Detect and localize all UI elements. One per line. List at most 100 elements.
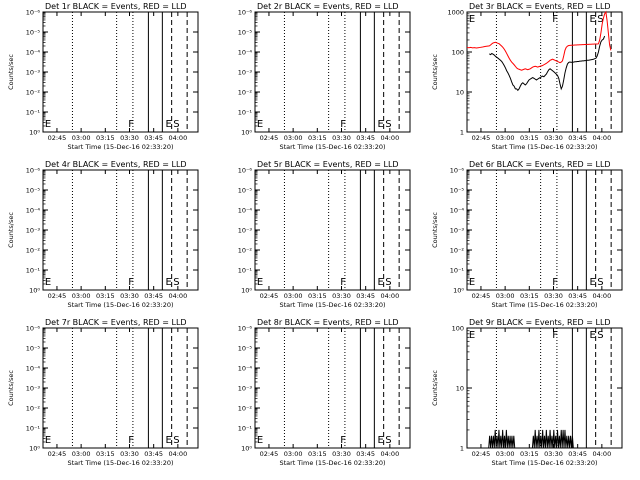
event-marker-label: F: [552, 330, 558, 341]
y-tick-label: 10⁻⁵: [26, 187, 41, 195]
x-tick-label: 03:45: [356, 292, 375, 300]
y-tick-label: 10⁻²: [238, 89, 253, 97]
event-marker-label: F: [128, 277, 134, 288]
plot-frame: [466, 11, 623, 133]
y-tick-label: 10⁻⁶: [238, 325, 253, 333]
y-tick-label: 10⁰: [241, 287, 252, 295]
x-tick-label: 03:15: [96, 292, 115, 300]
chart-panel-2: Det 2r BLACK = Events, RED = LLD Start Ti…: [238, 2, 411, 151]
y-tick-label: 10⁻³: [26, 227, 41, 235]
event-marker-label: F: [128, 435, 134, 446]
plot-frame: [42, 11, 199, 133]
y-tick-label: 10⁻⁶: [450, 167, 465, 175]
y-tick-label: 10⁻²: [26, 89, 41, 97]
event-marker-label: E: [257, 277, 263, 288]
x-tick-label: 03:00: [72, 450, 91, 458]
event-marker-label: E: [377, 119, 383, 130]
y-tick-label: 10⁻³: [238, 385, 253, 393]
x-tick-label: 03:15: [520, 134, 539, 142]
event-marker-label: E: [45, 435, 51, 446]
x-tick-label: 03:15: [308, 134, 327, 142]
x-tick-label: 03:45: [144, 134, 163, 142]
y-tick-label: 10⁻²: [26, 405, 41, 413]
x-tick-label: 03:30: [332, 134, 351, 142]
x-tick-label: 03:30: [332, 292, 351, 300]
x-axis-label: Start Time (15-Dec-16 02:33:20): [279, 143, 385, 151]
chart-panel-7: Det 7r BLACK = Events, RED = LLD Counts/s…: [7, 318, 199, 467]
y-tick-label: 10⁰: [241, 129, 252, 137]
plot-frame: [254, 327, 411, 449]
x-tick-label: 03:15: [520, 292, 539, 300]
y-tick-label: 10⁰: [29, 287, 40, 295]
y-tick-label: 10⁰: [29, 129, 40, 137]
y-tick-label: 10⁻⁵: [26, 29, 41, 37]
y-tick-label: 10⁻⁵: [26, 345, 41, 353]
x-tick-label: 03:30: [120, 292, 139, 300]
x-tick-label: 04:00: [168, 292, 187, 300]
x-tick-label: 04:00: [168, 450, 187, 458]
chart-title: Det 2r BLACK = Events, RED = LLD: [257, 2, 399, 11]
y-tick-label: 10⁻¹: [238, 425, 253, 433]
x-tick-label: 04:00: [380, 450, 399, 458]
event-marker-label: F: [340, 119, 346, 130]
y-tick-label: 10⁻⁴: [238, 49, 253, 57]
chart-panel-9: Det 9r BLACK = Events, RED = LLD Counts/s…: [431, 318, 623, 467]
x-tick-label: 03:00: [72, 134, 91, 142]
x-tick-label: 03:30: [544, 292, 563, 300]
event-marker-label: E: [45, 277, 51, 288]
y-tick-label: 10⁻¹: [26, 109, 41, 117]
x-axis-label: Start Time (15-Dec-16 02:33:20): [67, 143, 173, 151]
x-tick-label: 03:45: [144, 292, 163, 300]
x-tick-label: 03:45: [568, 134, 587, 142]
plot-frame: [254, 11, 411, 133]
y-tick-label: 10⁰: [29, 445, 40, 453]
y-tick-label: 10⁻²: [238, 247, 253, 255]
y-tick-label: 100: [452, 49, 464, 57]
x-tick-label: 03:15: [520, 450, 539, 458]
x-tick-label: 03:00: [72, 292, 91, 300]
x-tick-label: 03:30: [332, 450, 351, 458]
event-marker-label: F: [128, 119, 134, 130]
y-tick-label: 10⁻²: [26, 247, 41, 255]
event-marker-label: S: [173, 119, 179, 130]
x-axis-label: Start Time (15-Dec-16 02:33:20): [491, 459, 597, 467]
x-tick-label: 02:45: [260, 292, 279, 300]
x-axis-label: Start Time (15-Dec-16 02:33:20): [279, 459, 385, 467]
x-tick-label: 03:15: [308, 292, 327, 300]
plot-frame: [466, 327, 623, 449]
x-tick-label: 02:45: [48, 292, 67, 300]
chart-title: Det 1r BLACK = Events, RED = LLD: [45, 2, 187, 11]
x-tick-label: 04:00: [380, 292, 399, 300]
y-tick-label: 10⁻¹: [238, 267, 253, 275]
chart-title: Det 7r BLACK = Events, RED = LLD: [45, 318, 187, 327]
chart-panel-3: Det 3r BLACK = Events, RED = LLD Counts/s…: [431, 2, 623, 151]
y-tick-label: 10⁻¹: [26, 267, 41, 275]
event-marker-label: E: [589, 277, 595, 288]
y-tick-label: 10⁻²: [238, 405, 253, 413]
y-axis-label: Counts/sec: [7, 212, 15, 248]
x-tick-label: 02:45: [48, 134, 67, 142]
event-marker-label: E: [257, 435, 263, 446]
y-tick-label: 10⁰: [241, 445, 252, 453]
y-tick-label: 10⁻³: [26, 69, 41, 77]
y-tick-label: 10⁻⁶: [26, 325, 41, 333]
event-marker-label: F: [552, 277, 558, 288]
x-tick-label: 03:45: [356, 134, 375, 142]
x-tick-label: 03:45: [568, 292, 587, 300]
x-tick-label: 03:45: [356, 450, 375, 458]
y-tick-label: 10⁻³: [238, 227, 253, 235]
x-tick-label: 03:15: [96, 450, 115, 458]
event-marker-label: S: [173, 277, 179, 288]
chart-title: Det 5r BLACK = Events, RED = LLD: [257, 160, 399, 169]
y-tick-label: 10⁻⁵: [238, 187, 253, 195]
event-marker-label: S: [597, 277, 603, 288]
chart-title: Det 8r BLACK = Events, RED = LLD: [257, 318, 399, 327]
x-tick-label: 04:00: [592, 450, 611, 458]
y-tick-label: 10⁻¹: [238, 109, 253, 117]
y-tick-label: 10: [456, 385, 464, 393]
x-tick-label: 02:45: [472, 292, 491, 300]
event-marker-label: E: [469, 14, 475, 25]
x-tick-label: 04:00: [168, 134, 187, 142]
y-axis-label: Counts/sec: [431, 54, 439, 90]
